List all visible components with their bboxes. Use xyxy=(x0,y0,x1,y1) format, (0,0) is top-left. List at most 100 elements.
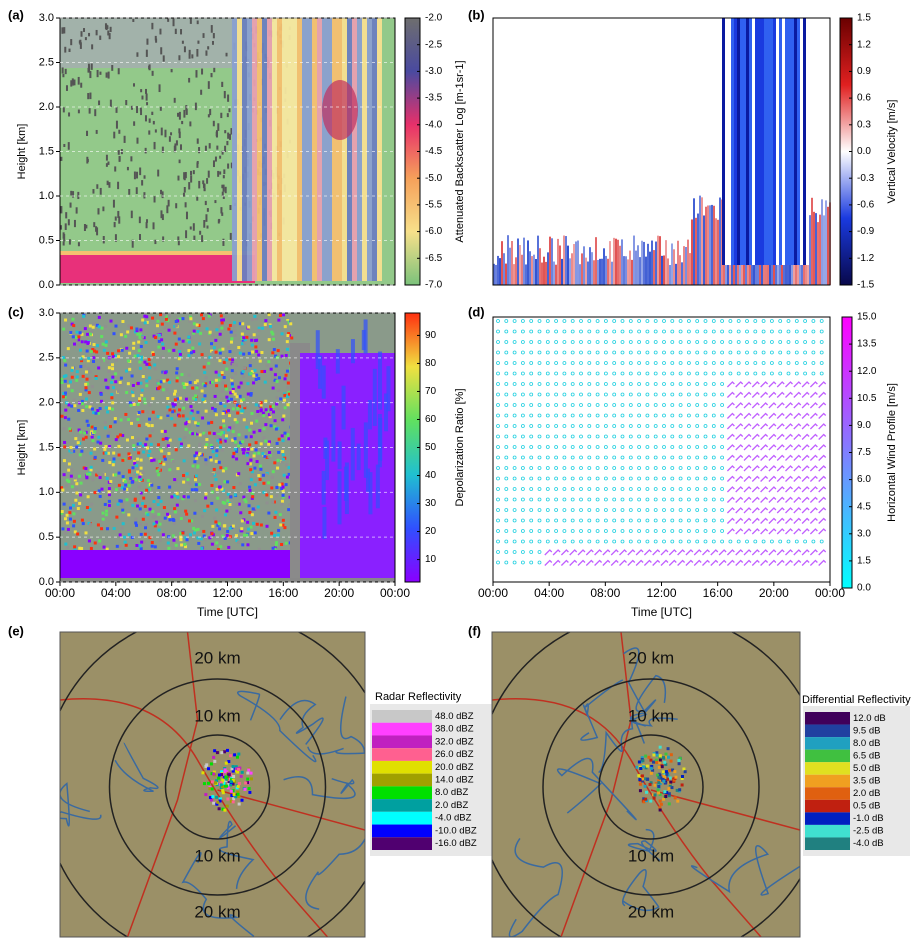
speckle xyxy=(127,418,130,421)
speckle xyxy=(281,450,284,453)
speckle xyxy=(98,539,101,542)
speckle xyxy=(72,318,75,321)
speckle xyxy=(91,63,93,69)
speckle xyxy=(227,546,230,549)
speckle xyxy=(160,500,163,503)
streak xyxy=(338,441,342,469)
speckle xyxy=(141,447,144,450)
speckle xyxy=(188,519,191,522)
panel: 20 km10 km10 km20 kmRadar Reflectivity48… xyxy=(43,612,493,939)
noise xyxy=(551,238,553,285)
speckle xyxy=(160,380,163,383)
noise xyxy=(701,197,703,285)
speckle xyxy=(205,438,208,441)
speckle xyxy=(112,386,115,389)
speckle xyxy=(127,452,130,455)
speckle xyxy=(263,455,266,458)
colorbar-tick-label: 0.6 xyxy=(857,93,871,104)
speckle xyxy=(176,496,179,499)
echo xyxy=(638,778,641,781)
speckle xyxy=(146,513,149,516)
speckle xyxy=(207,362,210,365)
speckle xyxy=(70,203,72,208)
speckle xyxy=(282,458,285,461)
speckle xyxy=(250,422,253,425)
speckle xyxy=(113,132,115,139)
speckle xyxy=(191,488,194,491)
speckle xyxy=(117,355,120,358)
colorbar-tick-label: 15.0 xyxy=(857,312,877,323)
speckle xyxy=(148,366,151,369)
legend-swatch xyxy=(372,735,432,748)
speckle xyxy=(72,324,75,327)
speckle xyxy=(78,242,80,246)
speckle xyxy=(223,361,226,364)
speckle xyxy=(229,527,232,530)
speckle xyxy=(73,545,76,548)
streak xyxy=(378,352,382,410)
speckle xyxy=(73,343,76,346)
speckle xyxy=(232,455,235,458)
speckle xyxy=(193,236,195,240)
speckle xyxy=(231,376,234,379)
speckle xyxy=(215,413,218,416)
colorbar-tick-label: 1.5 xyxy=(857,556,871,567)
speckle xyxy=(217,471,220,474)
echo xyxy=(653,797,656,800)
speckle xyxy=(70,369,73,372)
speckle xyxy=(97,366,100,369)
echo xyxy=(233,753,236,756)
speckle xyxy=(289,322,292,325)
speckle xyxy=(65,69,67,74)
speckle xyxy=(110,381,113,384)
speckle xyxy=(184,422,187,425)
echo xyxy=(662,770,665,773)
noise xyxy=(693,198,695,285)
speckle xyxy=(61,489,64,492)
speckle xyxy=(118,472,121,475)
speckle xyxy=(179,397,182,400)
speckle xyxy=(104,503,107,506)
speckle xyxy=(214,408,217,411)
noise xyxy=(683,246,685,285)
noise xyxy=(549,237,551,285)
speckle xyxy=(82,522,85,525)
speckle xyxy=(148,450,151,453)
speckle xyxy=(83,28,85,32)
speckle xyxy=(136,354,139,357)
colorbar-tick-label: -6.0 xyxy=(425,226,443,237)
speckle xyxy=(68,142,70,150)
speckle xyxy=(83,431,86,434)
speckle xyxy=(201,353,204,356)
noise xyxy=(593,260,595,285)
echo xyxy=(662,798,665,801)
speckle xyxy=(199,433,202,436)
speckle xyxy=(173,522,176,525)
speckle xyxy=(262,482,265,485)
speckle xyxy=(171,69,173,72)
speckle xyxy=(280,543,283,546)
legend-swatch xyxy=(372,799,432,812)
speckle xyxy=(205,410,208,413)
speckle xyxy=(241,333,244,336)
speckle xyxy=(89,93,91,100)
speckle xyxy=(114,417,117,420)
echo xyxy=(210,762,213,765)
speckle xyxy=(114,473,117,476)
y-axis-label: Height [km] xyxy=(16,124,28,180)
echo xyxy=(649,800,652,803)
speckle xyxy=(103,236,105,243)
speckle xyxy=(66,514,69,517)
speckle xyxy=(283,394,286,397)
speckle xyxy=(225,187,227,193)
echo xyxy=(673,770,676,773)
speckle xyxy=(276,380,279,383)
speckle xyxy=(275,428,278,431)
noise xyxy=(523,238,525,285)
speckle xyxy=(141,389,144,392)
speckle xyxy=(153,222,155,229)
streak xyxy=(378,414,382,467)
speckle xyxy=(238,433,241,436)
speckle xyxy=(149,118,151,122)
speckle xyxy=(77,507,80,510)
